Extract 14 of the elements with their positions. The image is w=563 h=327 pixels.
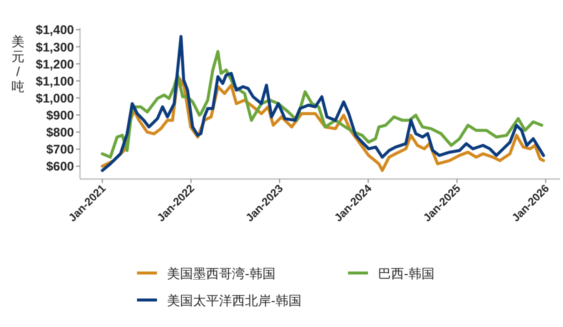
y-tick-label: $1,100: [36, 74, 74, 88]
y-tick-label: $600: [46, 160, 74, 174]
y-tick-label: $1,000: [36, 91, 74, 106]
line-series: [100, 35, 545, 172]
y-tick-label: $1,400: [36, 23, 74, 38]
y-tick-label: $900: [46, 108, 74, 123]
y-tick-label: $700: [46, 142, 74, 157]
legend-label: 美国太平洋西北岸-韩国: [167, 293, 302, 308]
legend-label: 巴西-韩国: [378, 266, 434, 281]
y-tick-label: $1,200: [36, 57, 74, 72]
y-tick-label: $1,300: [36, 40, 74, 54]
legend-label: 美国墨西哥湾-韩国: [167, 266, 276, 281]
y-tick-label: $800: [46, 126, 74, 140]
y-axis-title: 美元/吨: [12, 34, 24, 94]
